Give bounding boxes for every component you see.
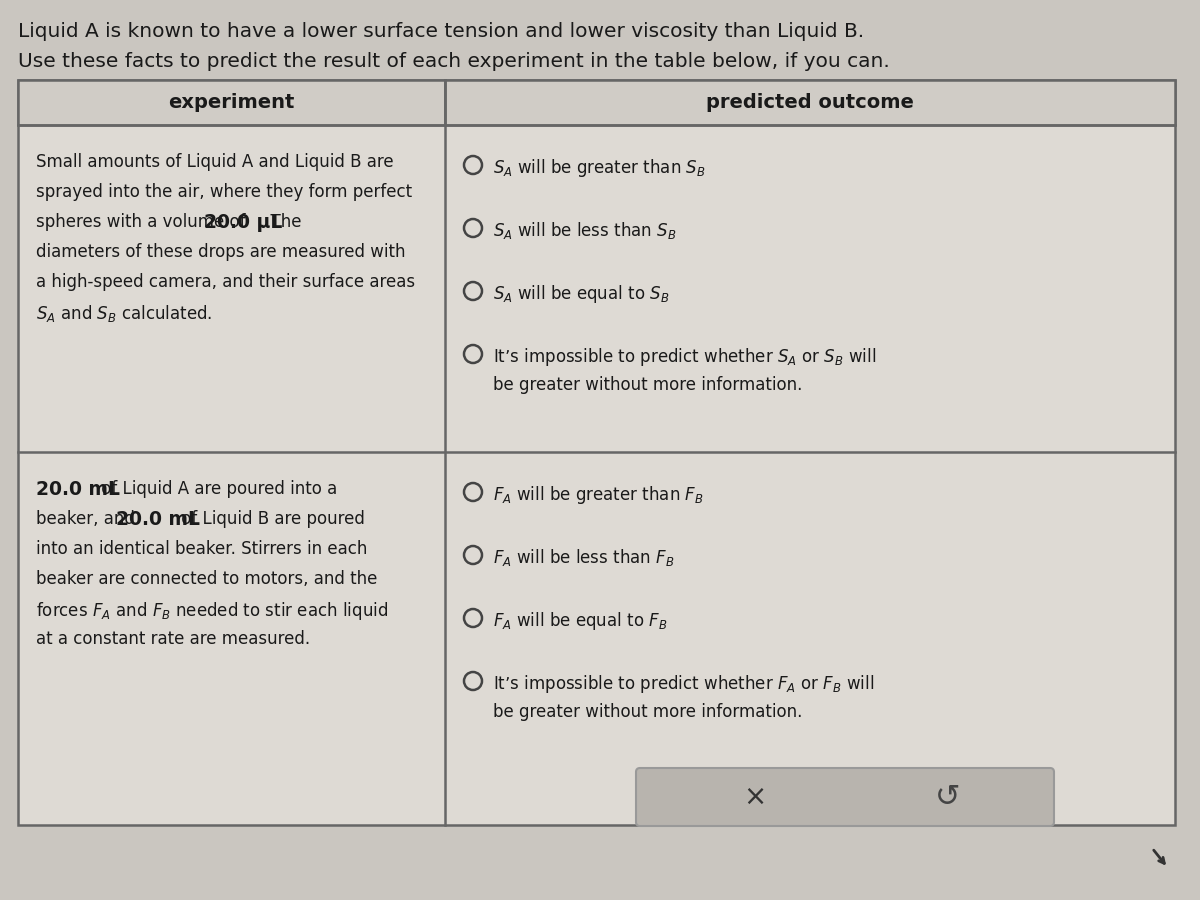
Text: of Liquid B are poured: of Liquid B are poured: [176, 510, 365, 528]
FancyBboxPatch shape: [18, 80, 1175, 825]
Text: beaker, and: beaker, and: [36, 510, 140, 528]
Text: sprayed into the air, where they form perfect: sprayed into the air, where they form pe…: [36, 183, 412, 201]
Text: $S_A$ will be greater than $S_B$: $S_A$ will be greater than $S_B$: [493, 157, 706, 179]
FancyBboxPatch shape: [445, 80, 1175, 125]
Text: It’s impossible to predict whether $S_A$ or $S_B$ will: It’s impossible to predict whether $S_A$…: [493, 346, 876, 368]
Text: $F_A$ will be greater than $F_B$: $F_A$ will be greater than $F_B$: [493, 484, 703, 506]
Text: diameters of these drops are measured with: diameters of these drops are measured wi…: [36, 243, 406, 261]
Text: $F_A$ will be equal to $F_B$: $F_A$ will be equal to $F_B$: [493, 610, 667, 632]
Text: 20.0 mL: 20.0 mL: [116, 510, 200, 529]
Text: forces $F_A$ and $F_B$ needed to stir each liquid: forces $F_A$ and $F_B$ needed to stir ea…: [36, 600, 389, 622]
Text: experiment: experiment: [168, 93, 295, 112]
Text: ↺: ↺: [935, 782, 960, 812]
Text: $S_A$ and $S_B$ calculated.: $S_A$ and $S_B$ calculated.: [36, 303, 212, 324]
Text: 20.0 μL: 20.0 μL: [204, 213, 282, 232]
Text: $F_A$ will be less than $F_B$: $F_A$ will be less than $F_B$: [493, 547, 674, 568]
Text: Liquid A is known to have a lower surface tension and lower viscosity than Liqui: Liquid A is known to have a lower surfac…: [18, 22, 864, 41]
FancyBboxPatch shape: [636, 768, 1054, 826]
Text: predicted outcome: predicted outcome: [706, 93, 914, 112]
Text: . The: . The: [259, 213, 301, 231]
Text: of Liquid A are poured into a: of Liquid A are poured into a: [96, 480, 337, 498]
Text: be greater without more information.: be greater without more information.: [493, 703, 803, 721]
Text: Use these facts to predict the result of each experiment in the table below, if : Use these facts to predict the result of…: [18, 52, 889, 71]
Text: ×: ×: [743, 783, 767, 811]
Text: into an identical beaker. Stirrers in each: into an identical beaker. Stirrers in ea…: [36, 540, 367, 558]
Text: at a constant rate are measured.: at a constant rate are measured.: [36, 630, 310, 648]
Text: spheres with a volume of: spheres with a volume of: [36, 213, 251, 231]
Text: a high-speed camera, and their surface areas: a high-speed camera, and their surface a…: [36, 273, 415, 291]
FancyBboxPatch shape: [18, 80, 445, 125]
Text: It’s impossible to predict whether $F_A$ or $F_B$ will: It’s impossible to predict whether $F_A$…: [493, 673, 874, 695]
Text: Small amounts of Liquid A and Liquid B are: Small amounts of Liquid A and Liquid B a…: [36, 153, 394, 171]
Text: $S_A$ will be less than $S_B$: $S_A$ will be less than $S_B$: [493, 220, 677, 241]
Text: $S_A$ will be equal to $S_B$: $S_A$ will be equal to $S_B$: [493, 283, 670, 305]
Text: be greater without more information.: be greater without more information.: [493, 376, 803, 394]
Text: beaker are connected to motors, and the: beaker are connected to motors, and the: [36, 570, 377, 588]
Text: 20.0 mL: 20.0 mL: [36, 480, 120, 499]
